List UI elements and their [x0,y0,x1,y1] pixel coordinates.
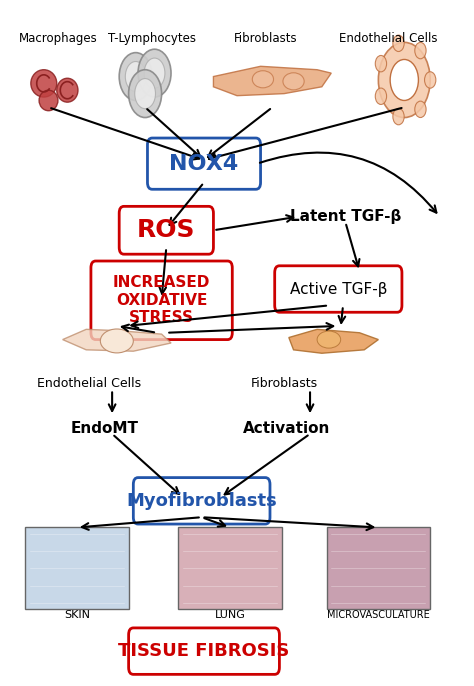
Text: INCREASED
OXIDATIVE
STRESS: INCREASED OXIDATIVE STRESS [113,275,210,325]
Circle shape [415,43,426,59]
Ellipse shape [317,331,341,348]
Text: Endothelial Cells: Endothelial Cells [36,377,141,390]
Circle shape [415,101,426,117]
FancyBboxPatch shape [128,628,279,674]
Ellipse shape [39,90,58,110]
Text: Activation: Activation [243,421,330,436]
Text: EndoMT: EndoMT [71,421,139,436]
Polygon shape [289,329,378,353]
Polygon shape [213,67,331,95]
Ellipse shape [252,71,273,88]
Circle shape [144,58,165,88]
Ellipse shape [283,73,304,90]
Ellipse shape [57,78,78,102]
Circle shape [375,56,387,72]
Text: Active TGF-β: Active TGF-β [290,281,387,296]
Circle shape [393,35,404,51]
Ellipse shape [31,70,57,97]
Text: Macrophages: Macrophages [18,32,97,45]
Circle shape [425,72,436,88]
Circle shape [125,62,146,91]
Text: ROS: ROS [137,218,196,242]
Circle shape [390,60,419,100]
Circle shape [375,88,387,104]
Polygon shape [63,329,171,351]
Text: Latent TGF-β: Latent TGF-β [290,209,401,224]
Circle shape [138,49,171,97]
Text: SKIN: SKIN [64,610,90,620]
FancyBboxPatch shape [119,206,213,255]
FancyBboxPatch shape [91,261,232,340]
Circle shape [378,43,430,117]
Ellipse shape [100,329,133,353]
FancyBboxPatch shape [275,265,402,312]
Text: NOX4: NOX4 [169,154,238,174]
FancyBboxPatch shape [147,138,261,189]
Circle shape [119,53,152,100]
FancyBboxPatch shape [178,528,282,609]
Text: LUNG: LUNG [215,610,246,620]
Text: Endothelial Cells: Endothelial Cells [338,32,437,45]
Text: Myofibroblasts: Myofibroblasts [126,492,277,510]
Text: MICROVASCULATURE: MICROVASCULATURE [327,610,430,620]
FancyBboxPatch shape [25,528,128,609]
Text: TISSUE FIBROSIS: TISSUE FIBROSIS [118,642,290,660]
FancyBboxPatch shape [327,528,430,609]
Circle shape [135,79,155,108]
FancyBboxPatch shape [133,477,270,524]
Text: Fibroblasts: Fibroblasts [251,377,318,390]
Circle shape [393,108,404,125]
Circle shape [128,70,162,117]
Text: Fibroblasts: Fibroblasts [234,32,297,45]
Text: T-Lymphocytes: T-Lymphocytes [108,32,196,45]
